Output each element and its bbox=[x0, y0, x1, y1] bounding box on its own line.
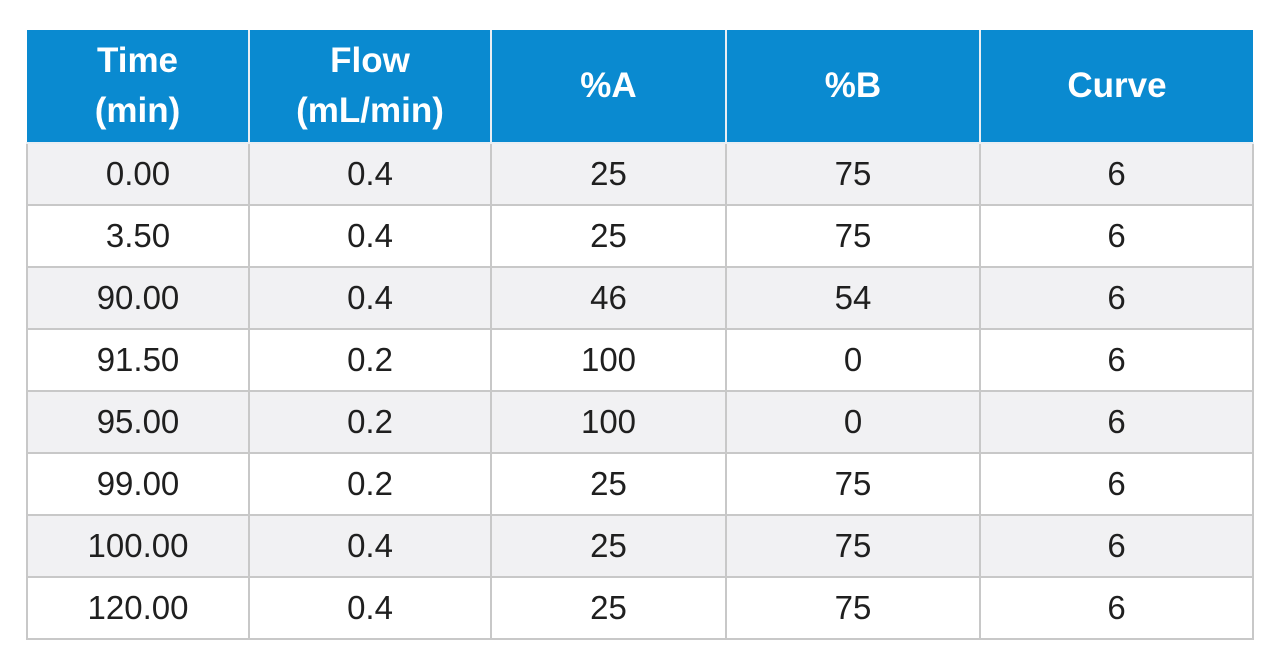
cell-percent-b: 0 bbox=[725, 328, 981, 392]
header-percent-b-label: %B bbox=[824, 66, 882, 105]
cell-percent-a: 25 bbox=[490, 142, 727, 206]
cell-curve: 6 bbox=[979, 390, 1254, 454]
header-percent-a-label: %A bbox=[580, 66, 637, 105]
cell-curve: 6 bbox=[979, 576, 1254, 640]
cell-curve: 6 bbox=[979, 266, 1254, 330]
cell-time: 95.00 bbox=[26, 390, 250, 454]
cell-curve: 6 bbox=[979, 514, 1254, 578]
cell-percent-a: 100 bbox=[490, 328, 727, 392]
cell-percent-a: 46 bbox=[490, 266, 727, 330]
header-flow-label: Flow bbox=[330, 41, 410, 80]
header-percent-a: %A bbox=[491, 30, 727, 144]
header-time: Time (min) bbox=[27, 30, 250, 144]
table-row: 3.50 0.4 25 75 6 bbox=[26, 204, 1254, 268]
header-row: Time (min) Flow (mL/min) %A %B Curve bbox=[27, 30, 1253, 144]
table-row: 100.00 0.4 25 75 6 bbox=[26, 514, 1254, 578]
cell-percent-a: 25 bbox=[490, 514, 727, 578]
cell-percent-a: 25 bbox=[490, 204, 727, 268]
header-time-unit: (min) bbox=[94, 91, 181, 130]
cell-percent-b: 0 bbox=[725, 390, 981, 454]
cell-flow: 0.4 bbox=[248, 204, 492, 268]
cell-percent-a: 100 bbox=[490, 390, 727, 454]
cell-flow: 0.4 bbox=[248, 142, 492, 206]
table-row: 0.00 0.4 25 75 6 bbox=[26, 142, 1254, 206]
cell-flow: 0.2 bbox=[248, 452, 492, 516]
cell-percent-b: 75 bbox=[725, 142, 981, 206]
table-row: 95.00 0.2 100 0 6 bbox=[26, 390, 1254, 454]
header-percent-b: %B bbox=[726, 30, 981, 144]
header-curve: Curve bbox=[980, 30, 1253, 144]
table-row: 120.00 0.4 25 75 6 bbox=[26, 576, 1254, 640]
cell-curve: 6 bbox=[979, 204, 1254, 268]
cell-time: 100.00 bbox=[26, 514, 250, 578]
table-header: Time (min) Flow (mL/min) %A %B Curve bbox=[27, 30, 1253, 144]
cell-flow: 0.4 bbox=[248, 266, 492, 330]
table-row: 99.00 0.2 25 75 6 bbox=[26, 452, 1254, 516]
cell-curve: 6 bbox=[979, 142, 1254, 206]
cell-percent-b: 75 bbox=[725, 576, 981, 640]
cell-percent-b: 75 bbox=[725, 204, 981, 268]
header-time-label: Time bbox=[96, 41, 179, 80]
header-flow-unit: (mL/min) bbox=[296, 91, 444, 130]
cell-time: 120.00 bbox=[26, 576, 250, 640]
cell-percent-a: 25 bbox=[490, 452, 727, 516]
cell-time: 99.00 bbox=[26, 452, 250, 516]
cell-percent-a: 25 bbox=[490, 576, 727, 640]
table-body: 0.00 0.4 25 75 6 3.50 0.4 25 75 6 90.00 … bbox=[26, 142, 1254, 640]
cell-flow: 0.4 bbox=[248, 576, 492, 640]
cell-flow: 0.2 bbox=[248, 328, 492, 392]
gradient-table: Time (min) Flow (mL/min) %A %B Curve bbox=[26, 30, 1254, 640]
cell-time: 3.50 bbox=[26, 204, 250, 268]
cell-time: 0.00 bbox=[26, 142, 250, 206]
cell-time: 91.50 bbox=[26, 328, 250, 392]
table-row: 91.50 0.2 100 0 6 bbox=[26, 328, 1254, 392]
cell-curve: 6 bbox=[979, 452, 1254, 516]
table-row: 90.00 0.4 46 54 6 bbox=[26, 266, 1254, 330]
header-flow: Flow (mL/min) bbox=[249, 30, 492, 144]
cell-curve: 6 bbox=[979, 328, 1254, 392]
cell-percent-b: 75 bbox=[725, 452, 981, 516]
cell-percent-b: 75 bbox=[725, 514, 981, 578]
cell-time: 90.00 bbox=[26, 266, 250, 330]
cell-flow: 0.2 bbox=[248, 390, 492, 454]
header-curve-label: Curve bbox=[1067, 66, 1167, 105]
cell-flow: 0.4 bbox=[248, 514, 492, 578]
gradient-table-container: Time (min) Flow (mL/min) %A %B Curve bbox=[26, 30, 1254, 640]
cell-percent-b: 54 bbox=[725, 266, 981, 330]
